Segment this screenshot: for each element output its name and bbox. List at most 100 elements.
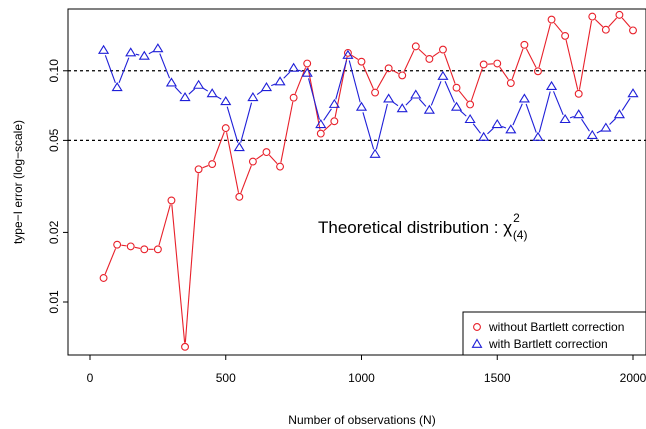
data-point-circle bbox=[398, 71, 407, 80]
series-line-segment bbox=[525, 103, 537, 133]
series-line-segment bbox=[104, 248, 117, 275]
series-line-segment bbox=[323, 123, 332, 132]
data-point-circle bbox=[425, 55, 434, 63]
series-line-segment bbox=[608, 17, 617, 27]
series-line-segment bbox=[104, 55, 116, 83]
data-point-triangle bbox=[423, 104, 435, 114]
data-point-circle bbox=[466, 100, 475, 109]
data-point-triangle bbox=[505, 124, 517, 134]
series-line-segment bbox=[323, 108, 332, 121]
data-point-triangle bbox=[586, 129, 598, 139]
data-point-triangle bbox=[396, 103, 408, 113]
series-line-segment bbox=[134, 246, 141, 249]
data-point-triangle bbox=[288, 62, 300, 72]
y-tick-label: 0.02 bbox=[47, 220, 61, 244]
data-point-circle bbox=[303, 59, 312, 68]
series-line-segment bbox=[148, 50, 154, 55]
data-point-triangle bbox=[301, 67, 313, 77]
y-axis-title: type−I error (log−scale) bbox=[11, 120, 25, 244]
x-tick-label: 500 bbox=[216, 371, 236, 385]
plot-frame bbox=[67, 8, 646, 356]
series-with-bartlett bbox=[97, 43, 639, 158]
data-point-triangle bbox=[545, 80, 558, 90]
data-point-triangle bbox=[600, 122, 612, 132]
data-point-triangle bbox=[138, 50, 150, 60]
series-line-segment bbox=[307, 78, 320, 120]
data-point-circle bbox=[371, 88, 380, 97]
series-line-segment bbox=[375, 103, 388, 150]
series-line-segment bbox=[487, 127, 494, 135]
data-point-circle bbox=[439, 45, 447, 54]
data-point-circle bbox=[235, 192, 244, 201]
data-point-circle bbox=[343, 48, 352, 57]
y-tick-label: 0.01 bbox=[47, 290, 61, 314]
legend-box bbox=[462, 311, 646, 356]
annotation-subscript: (4) bbox=[513, 228, 528, 242]
data-point-circle bbox=[601, 25, 610, 34]
data-point-circle bbox=[167, 196, 176, 205]
series-line-segment bbox=[581, 118, 590, 132]
series-line-segment bbox=[202, 165, 209, 169]
data-point-triangle bbox=[125, 47, 137, 57]
series-line-segment bbox=[553, 22, 563, 34]
data-point-triangle bbox=[233, 142, 245, 152]
series-line-segment bbox=[458, 90, 468, 102]
data-point-circle bbox=[384, 64, 393, 73]
series-line-segment bbox=[283, 71, 291, 79]
data-point-triangle bbox=[518, 93, 530, 103]
series-line-segment bbox=[418, 98, 427, 107]
data-point-triangle bbox=[559, 113, 571, 124]
series-line-segment bbox=[362, 112, 375, 150]
data-point-triangle bbox=[111, 82, 123, 92]
legend-label-without: without Bartlett correction bbox=[488, 320, 624, 334]
series-line-segment bbox=[443, 53, 456, 84]
data-point-circle bbox=[479, 60, 488, 69]
data-point-triangle bbox=[328, 98, 340, 108]
data-point-triangle bbox=[165, 77, 178, 87]
data-point-triangle bbox=[342, 49, 354, 59]
series-line-segment bbox=[226, 106, 239, 143]
data-point-triangle bbox=[410, 89, 422, 99]
series-line-segment bbox=[538, 23, 552, 68]
series-line-segment bbox=[184, 173, 199, 343]
data-point-circle bbox=[506, 79, 515, 87]
series-line-segment bbox=[392, 69, 399, 74]
legend-marker-circle bbox=[473, 323, 481, 331]
data-point-triangle bbox=[220, 96, 232, 106]
legend: without Bartlett correction with Bartlet… bbox=[462, 311, 646, 356]
series-line-segment bbox=[512, 103, 523, 126]
legend-marker-triangle bbox=[471, 338, 483, 348]
data-point-circle bbox=[221, 124, 230, 133]
data-point-circle bbox=[547, 15, 556, 24]
data-point-circle bbox=[561, 31, 570, 40]
series-line-segment bbox=[501, 125, 507, 129]
x-axis: 0 500 1000 1500 2000 bbox=[87, 355, 646, 385]
series-line-segment bbox=[470, 68, 483, 101]
data-point-circle bbox=[289, 93, 298, 102]
data-point-circle bbox=[113, 240, 122, 249]
series-line-segment bbox=[362, 65, 374, 89]
data-point-circle bbox=[194, 165, 203, 174]
series-line-segment bbox=[511, 48, 524, 80]
data-point-triangle bbox=[274, 76, 286, 86]
series-line-segment bbox=[174, 86, 182, 95]
data-point-circle bbox=[140, 245, 149, 254]
series-line-segment bbox=[298, 69, 303, 73]
annotation-text: Theoretical distribution : χ bbox=[318, 218, 512, 237]
series-line-segment bbox=[268, 154, 278, 164]
series-line-segment bbox=[158, 204, 171, 246]
annotation-superscript: 2 bbox=[513, 211, 520, 225]
series-line-segment bbox=[565, 39, 579, 90]
data-point-circle bbox=[208, 160, 217, 169]
series-line-segment bbox=[256, 90, 263, 96]
series-line-segment bbox=[418, 48, 427, 57]
series-line-segment bbox=[499, 66, 509, 80]
series-line-segment bbox=[135, 53, 140, 56]
data-point-triangle bbox=[97, 44, 110, 54]
data-point-circle bbox=[330, 117, 339, 126]
data-point-triangle bbox=[464, 113, 476, 124]
series-line-segment bbox=[294, 67, 307, 94]
series-line-segment bbox=[432, 51, 440, 58]
series-line-segment bbox=[171, 204, 186, 343]
data-point-circle bbox=[629, 26, 637, 35]
